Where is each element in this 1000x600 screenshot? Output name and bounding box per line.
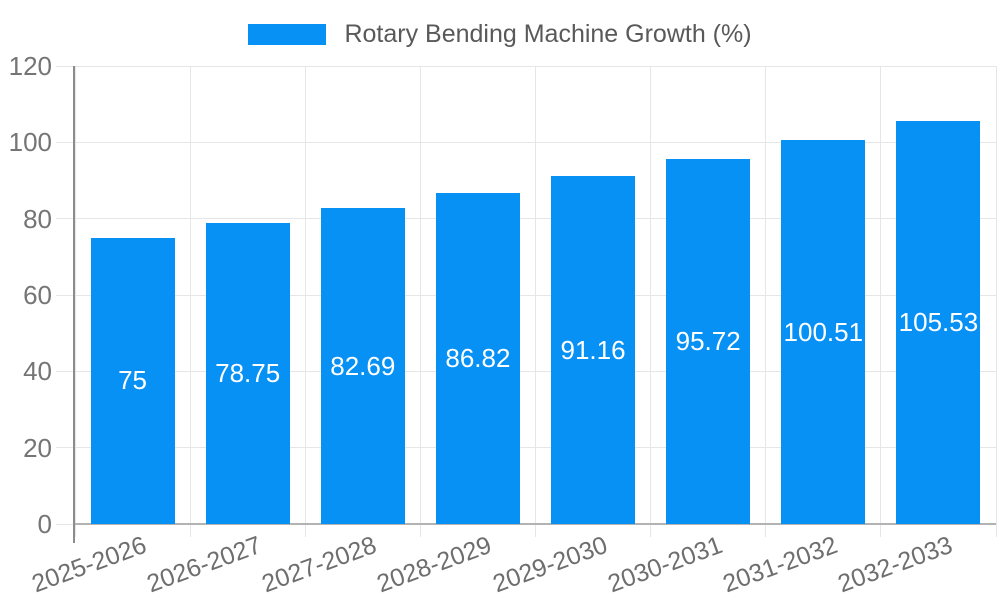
x-gridline — [74, 66, 76, 537]
bar: 78.75 — [205, 223, 290, 524]
bar: 82.69 — [320, 208, 405, 524]
y-tick — [56, 523, 73, 525]
x-gridline — [419, 66, 421, 537]
legend-label: Rotary Bending Machine Growth (%) — [344, 20, 752, 48]
y-axis-tick-label: 120 — [8, 51, 52, 81]
bar-value-label: 100.51 — [783, 316, 864, 347]
y-tick — [56, 65, 73, 67]
y-gridline — [75, 447, 996, 449]
x-axis-tick-label: 2027-2028 — [258, 531, 381, 599]
y-gridline — [75, 370, 996, 372]
bar: 91.16 — [551, 176, 636, 524]
bar-value-label: 91.16 — [560, 334, 626, 365]
y-tick — [56, 447, 73, 449]
legend-item[interactable]: Rotary Bending Machine Growth (%) — [0, 20, 1000, 49]
y-axis-tick-label: 100 — [8, 127, 52, 158]
bar-value-label: 82.69 — [330, 350, 396, 381]
y-tick — [56, 218, 73, 220]
x-axis-tick-label: 2029-2030 — [488, 531, 611, 599]
bar-value-label: 86.82 — [445, 342, 511, 373]
y-axis-tick-label: 40 — [23, 356, 52, 387]
bar-value-label: 95.72 — [675, 325, 741, 356]
x-axis-tick-label: 2026-2027 — [143, 531, 266, 599]
x-gridline — [880, 66, 882, 537]
bar: 86.82 — [435, 192, 520, 524]
y-tick — [56, 370, 73, 372]
y-gridline — [75, 218, 996, 220]
y-gridline — [75, 294, 996, 296]
bar: 100.51 — [781, 140, 866, 524]
x-axis-tick-label: 2028-2029 — [373, 531, 496, 599]
bar: 95.72 — [666, 158, 751, 524]
y-gridline — [75, 65, 996, 67]
y-axis-tick-label: 20 — [23, 432, 52, 463]
bar: 105.53 — [896, 121, 981, 524]
x-axis-tick-label: 2032-2033 — [834, 531, 957, 599]
bar-value-label: 105.53 — [898, 307, 979, 338]
bar: 75 — [90, 237, 175, 524]
y-axis-line — [73, 66, 75, 543]
y-axis-tick-label: 60 — [23, 280, 52, 310]
x-gridline — [304, 66, 306, 537]
y-axis-tick-label: 0 — [37, 509, 52, 539]
x-axis-tick-label: 2030-2031 — [603, 531, 726, 599]
y-gridline — [75, 141, 996, 143]
x-axis-tick-label: 2025-2026 — [28, 531, 151, 599]
y-tick — [56, 294, 73, 296]
x-axis-line — [75, 523, 996, 525]
x-axis-tick-label: 2031-2032 — [718, 531, 841, 599]
bar-value-label: 75 — [118, 365, 148, 396]
bar-value-label: 78.75 — [215, 358, 281, 389]
y-axis-tick-label: 80 — [23, 203, 52, 234]
legend-swatch — [248, 24, 327, 45]
x-gridline — [189, 66, 191, 537]
x-gridline — [650, 66, 652, 537]
x-gridline — [765, 66, 767, 537]
x-gridline — [535, 66, 536, 537]
y-tick — [56, 141, 73, 143]
x-gridline — [995, 66, 997, 537]
